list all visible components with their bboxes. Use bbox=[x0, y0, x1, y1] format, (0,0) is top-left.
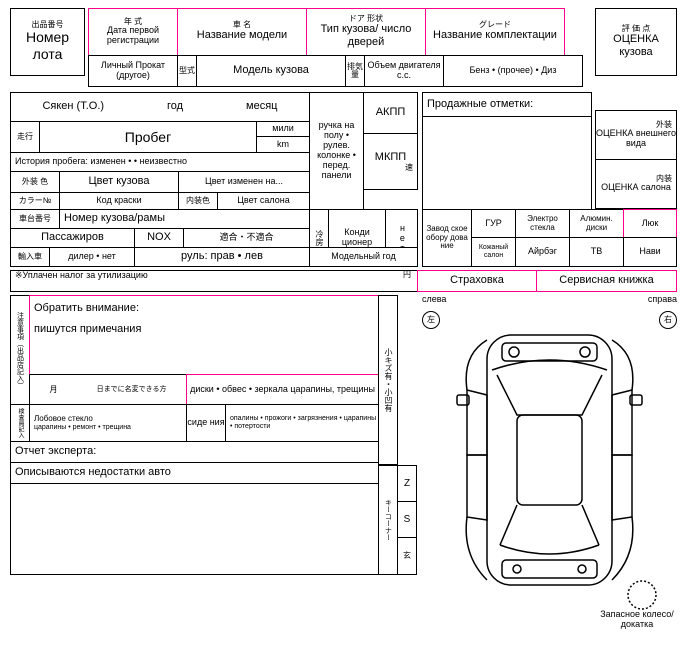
km: km bbox=[256, 136, 310, 153]
windshield: Лобовое стекло царапины • ремонт • трещи… bbox=[29, 404, 187, 442]
int-score: 内装 ОЦЕНКА салона bbox=[595, 159, 677, 209]
color-changed: Цвет изменен на... bbox=[178, 171, 310, 193]
equip-aw: Алюмин. диски bbox=[569, 209, 624, 238]
rename-date: 月 日までに名変できる方 bbox=[29, 374, 187, 405]
ext-score: 外装 ОЦЕНКА внешнего вида bbox=[595, 110, 677, 160]
check-jp: 検査員記入 bbox=[10, 404, 30, 442]
notes: Обратить внимание: пишутся примечания bbox=[29, 295, 379, 375]
small-damage-jp: 小キズ有・小凹有 bbox=[378, 295, 398, 465]
spare-label: Запасное колесо/докатка bbox=[597, 610, 677, 630]
colno-jp: カラー№ bbox=[10, 192, 60, 210]
car-diagram-area: слева справа 左 右 bbox=[422, 295, 677, 630]
type-jp: 型式 bbox=[177, 55, 197, 87]
right-label: справа bbox=[648, 295, 677, 305]
door-ru: Тип кузова/ число дверей bbox=[307, 23, 425, 49]
year: 年 式 Дата первой регистрации bbox=[88, 8, 178, 56]
pax: Пассажиров bbox=[10, 228, 135, 248]
sales-notes-hdr: Продажные отметки: bbox=[422, 92, 592, 117]
chassis-jp: 車台番号 bbox=[10, 209, 60, 229]
history: История пробега: изменен • • неизвестно bbox=[10, 152, 310, 172]
import-jp: 輸入車 bbox=[10, 247, 50, 267]
int-color: Цвет салона bbox=[217, 192, 310, 210]
lot-number: 出品番号 Номер лота bbox=[10, 8, 85, 76]
equip-pw: Электро стекла bbox=[515, 209, 570, 238]
color-no: Код краски bbox=[59, 192, 179, 210]
shift: ручка на полу • рулев. колонке • перед. … bbox=[309, 92, 364, 210]
equip-ab: Айрбэг bbox=[515, 237, 570, 267]
lot-jp: 出品番号 bbox=[32, 21, 64, 29]
equip-tv: ТВ bbox=[569, 237, 624, 267]
model-year: Модельный год bbox=[309, 247, 418, 267]
wheels-mirrors: диски • обвес • зеркала царапины, трещин… bbox=[186, 374, 379, 405]
displacement: Объем двигателя с.с. bbox=[364, 55, 444, 87]
year-ru: Дата первой регистрации bbox=[89, 26, 177, 46]
intcol-jp: 内装色 bbox=[178, 192, 218, 210]
expert-hdr: Отчет эксперта: bbox=[10, 441, 379, 463]
car-svg bbox=[422, 295, 677, 630]
score: 評 価 点 ОЦЕНКА кузова bbox=[595, 8, 677, 76]
chassis: Номер кузова/рамы bbox=[59, 209, 310, 229]
equip-factory: Завод ское обору дова ние bbox=[422, 209, 472, 267]
key-s: S bbox=[397, 501, 417, 538]
body-model: Модель кузова bbox=[196, 55, 346, 87]
mt: МКПП 速 bbox=[363, 133, 418, 190]
nox: NOX bbox=[134, 228, 184, 248]
equip-leather: Кожаный салон bbox=[471, 237, 516, 267]
disp-jp: 排気量 bbox=[345, 55, 365, 87]
seat-defects: опалины • прожоги • загрязнения • царапи… bbox=[225, 404, 379, 442]
rental: Личный Прокат (другое) bbox=[88, 55, 178, 87]
expert-blank bbox=[10, 483, 379, 575]
equip-ps: ГУР bbox=[471, 209, 516, 238]
run-jp: 走行 bbox=[10, 121, 40, 153]
door-type: ドア 形状 Тип кузова/ число дверей bbox=[306, 8, 426, 56]
seat-label: сиде ния bbox=[186, 404, 226, 442]
fuel: Бенз • (прочее) • Диз bbox=[443, 55, 583, 87]
ext-color: Цвет кузова bbox=[59, 171, 179, 193]
auction-sheet: 出品番号 Номер лота 年 式 Дата первой регистра… bbox=[0, 0, 687, 649]
key-jp: キーコーナー bbox=[378, 465, 398, 575]
wheel: руль: прав • лев bbox=[134, 247, 310, 267]
left-circle: 左 bbox=[422, 311, 440, 329]
score-jp: 評 価 点 bbox=[622, 25, 650, 33]
grade-jp: グレード bbox=[479, 21, 511, 29]
insurance: Страховка bbox=[417, 270, 537, 292]
right-circle: 右 bbox=[659, 311, 677, 329]
key-gen: 玄 bbox=[397, 537, 417, 575]
equip-nav: Нави bbox=[623, 237, 677, 267]
nox-ok: 適合・不適合 bbox=[183, 228, 310, 248]
key-z: Z bbox=[397, 465, 417, 502]
name-ru: Название модели bbox=[197, 29, 287, 42]
door-jp: ドア 形状 bbox=[349, 15, 383, 23]
notes-jp: 注意事項（出品店記入） bbox=[10, 295, 30, 405]
at: АКПП bbox=[363, 92, 418, 134]
name-jp: 車 名 bbox=[233, 21, 251, 29]
left-label: слева bbox=[422, 295, 446, 305]
mileage: Пробег bbox=[39, 121, 257, 153]
miles: мили bbox=[256, 121, 310, 137]
syaken: Сякен (Т.О.) год месяц bbox=[10, 92, 310, 122]
expert-body: Описываются недостатки авто bbox=[10, 462, 379, 484]
grade: グレード Название комплектации bbox=[425, 8, 565, 56]
dealer: дилер • нет bbox=[49, 247, 135, 267]
grade-ru: Название комплектации bbox=[433, 29, 557, 42]
extcol-jp: 外装 色 bbox=[10, 171, 60, 193]
equip-sr: Люк bbox=[623, 209, 677, 238]
sales-notes bbox=[422, 116, 592, 210]
model-name: 車 名 Название модели bbox=[177, 8, 307, 56]
service-book: Сервисная книжка bbox=[536, 270, 677, 292]
rental-ru: Личный Прокат (другое) bbox=[89, 61, 177, 81]
lot-ru: Номер лота bbox=[11, 29, 84, 63]
tax: ※ Уплачен налог за утилизацию 円 bbox=[10, 270, 418, 292]
score-ru: ОЦЕНКА кузова bbox=[596, 33, 676, 59]
